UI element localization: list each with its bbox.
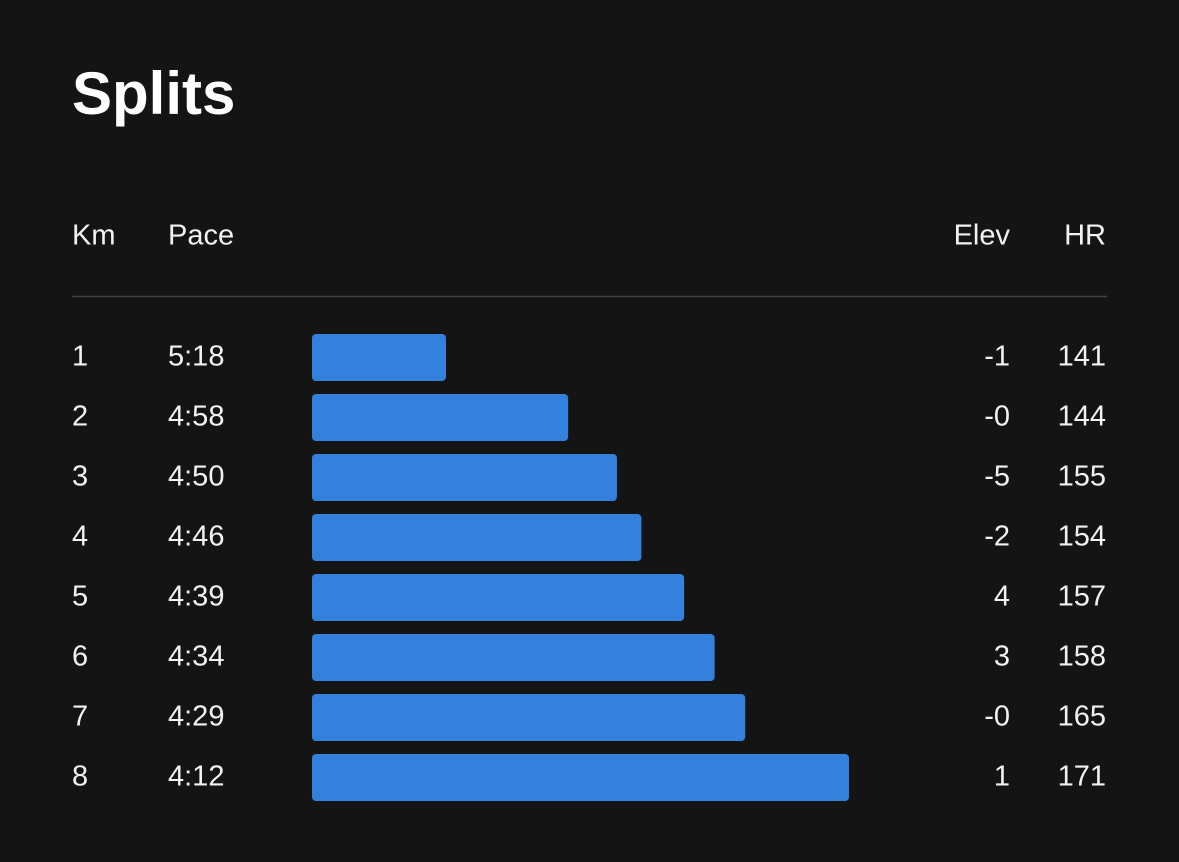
pace: 4:50: [168, 461, 224, 493]
heart-rate: 154: [1058, 521, 1106, 553]
heart-rate: 171: [1058, 761, 1106, 793]
pace-bar: [312, 514, 642, 561]
heart-rate: 144: [1058, 401, 1106, 433]
pace-bar: [312, 634, 715, 681]
column-header: Elev: [954, 220, 1011, 252]
heart-rate: 141: [1058, 341, 1106, 373]
column-header: Pace: [168, 220, 234, 252]
heart-rate: 158: [1058, 641, 1106, 673]
elevation: -1: [984, 341, 1010, 373]
heart-rate: 157: [1058, 581, 1106, 613]
elevation: -0: [984, 401, 1010, 433]
km: 3: [72, 461, 88, 493]
elevation: -2: [984, 521, 1010, 553]
km: 7: [72, 701, 88, 733]
heart-rate: 165: [1058, 701, 1106, 733]
pace: 4:39: [168, 581, 224, 613]
pace-bar: [312, 694, 746, 741]
heart-rate: 155: [1058, 461, 1106, 493]
km: 1: [72, 341, 88, 373]
pace-bar: [312, 334, 446, 381]
column-header: HR: [1064, 220, 1106, 252]
pace: 4:46: [168, 521, 224, 553]
elevation: 3: [994, 641, 1010, 673]
elevation: -5: [984, 461, 1010, 493]
elevation: -0: [984, 701, 1010, 733]
column-header: Km: [72, 220, 116, 252]
pace: 4:58: [168, 401, 224, 433]
km: 6: [72, 641, 88, 673]
pace-bar: [312, 394, 569, 441]
km: 2: [72, 401, 88, 433]
elevation: 1: [994, 761, 1010, 793]
title: Splits: [72, 60, 235, 127]
pace: 5:18: [168, 341, 224, 373]
elevation: 4: [994, 581, 1010, 613]
pace: 4:29: [168, 701, 224, 733]
pace-bar: [312, 454, 617, 501]
pace: 4:12: [168, 761, 224, 793]
pace-bar: [312, 574, 685, 621]
pace: 4:34: [168, 641, 224, 673]
km: 5: [72, 581, 88, 613]
km: 4: [72, 521, 88, 553]
km: 8: [72, 761, 88, 793]
pace-bar: [312, 754, 849, 801]
